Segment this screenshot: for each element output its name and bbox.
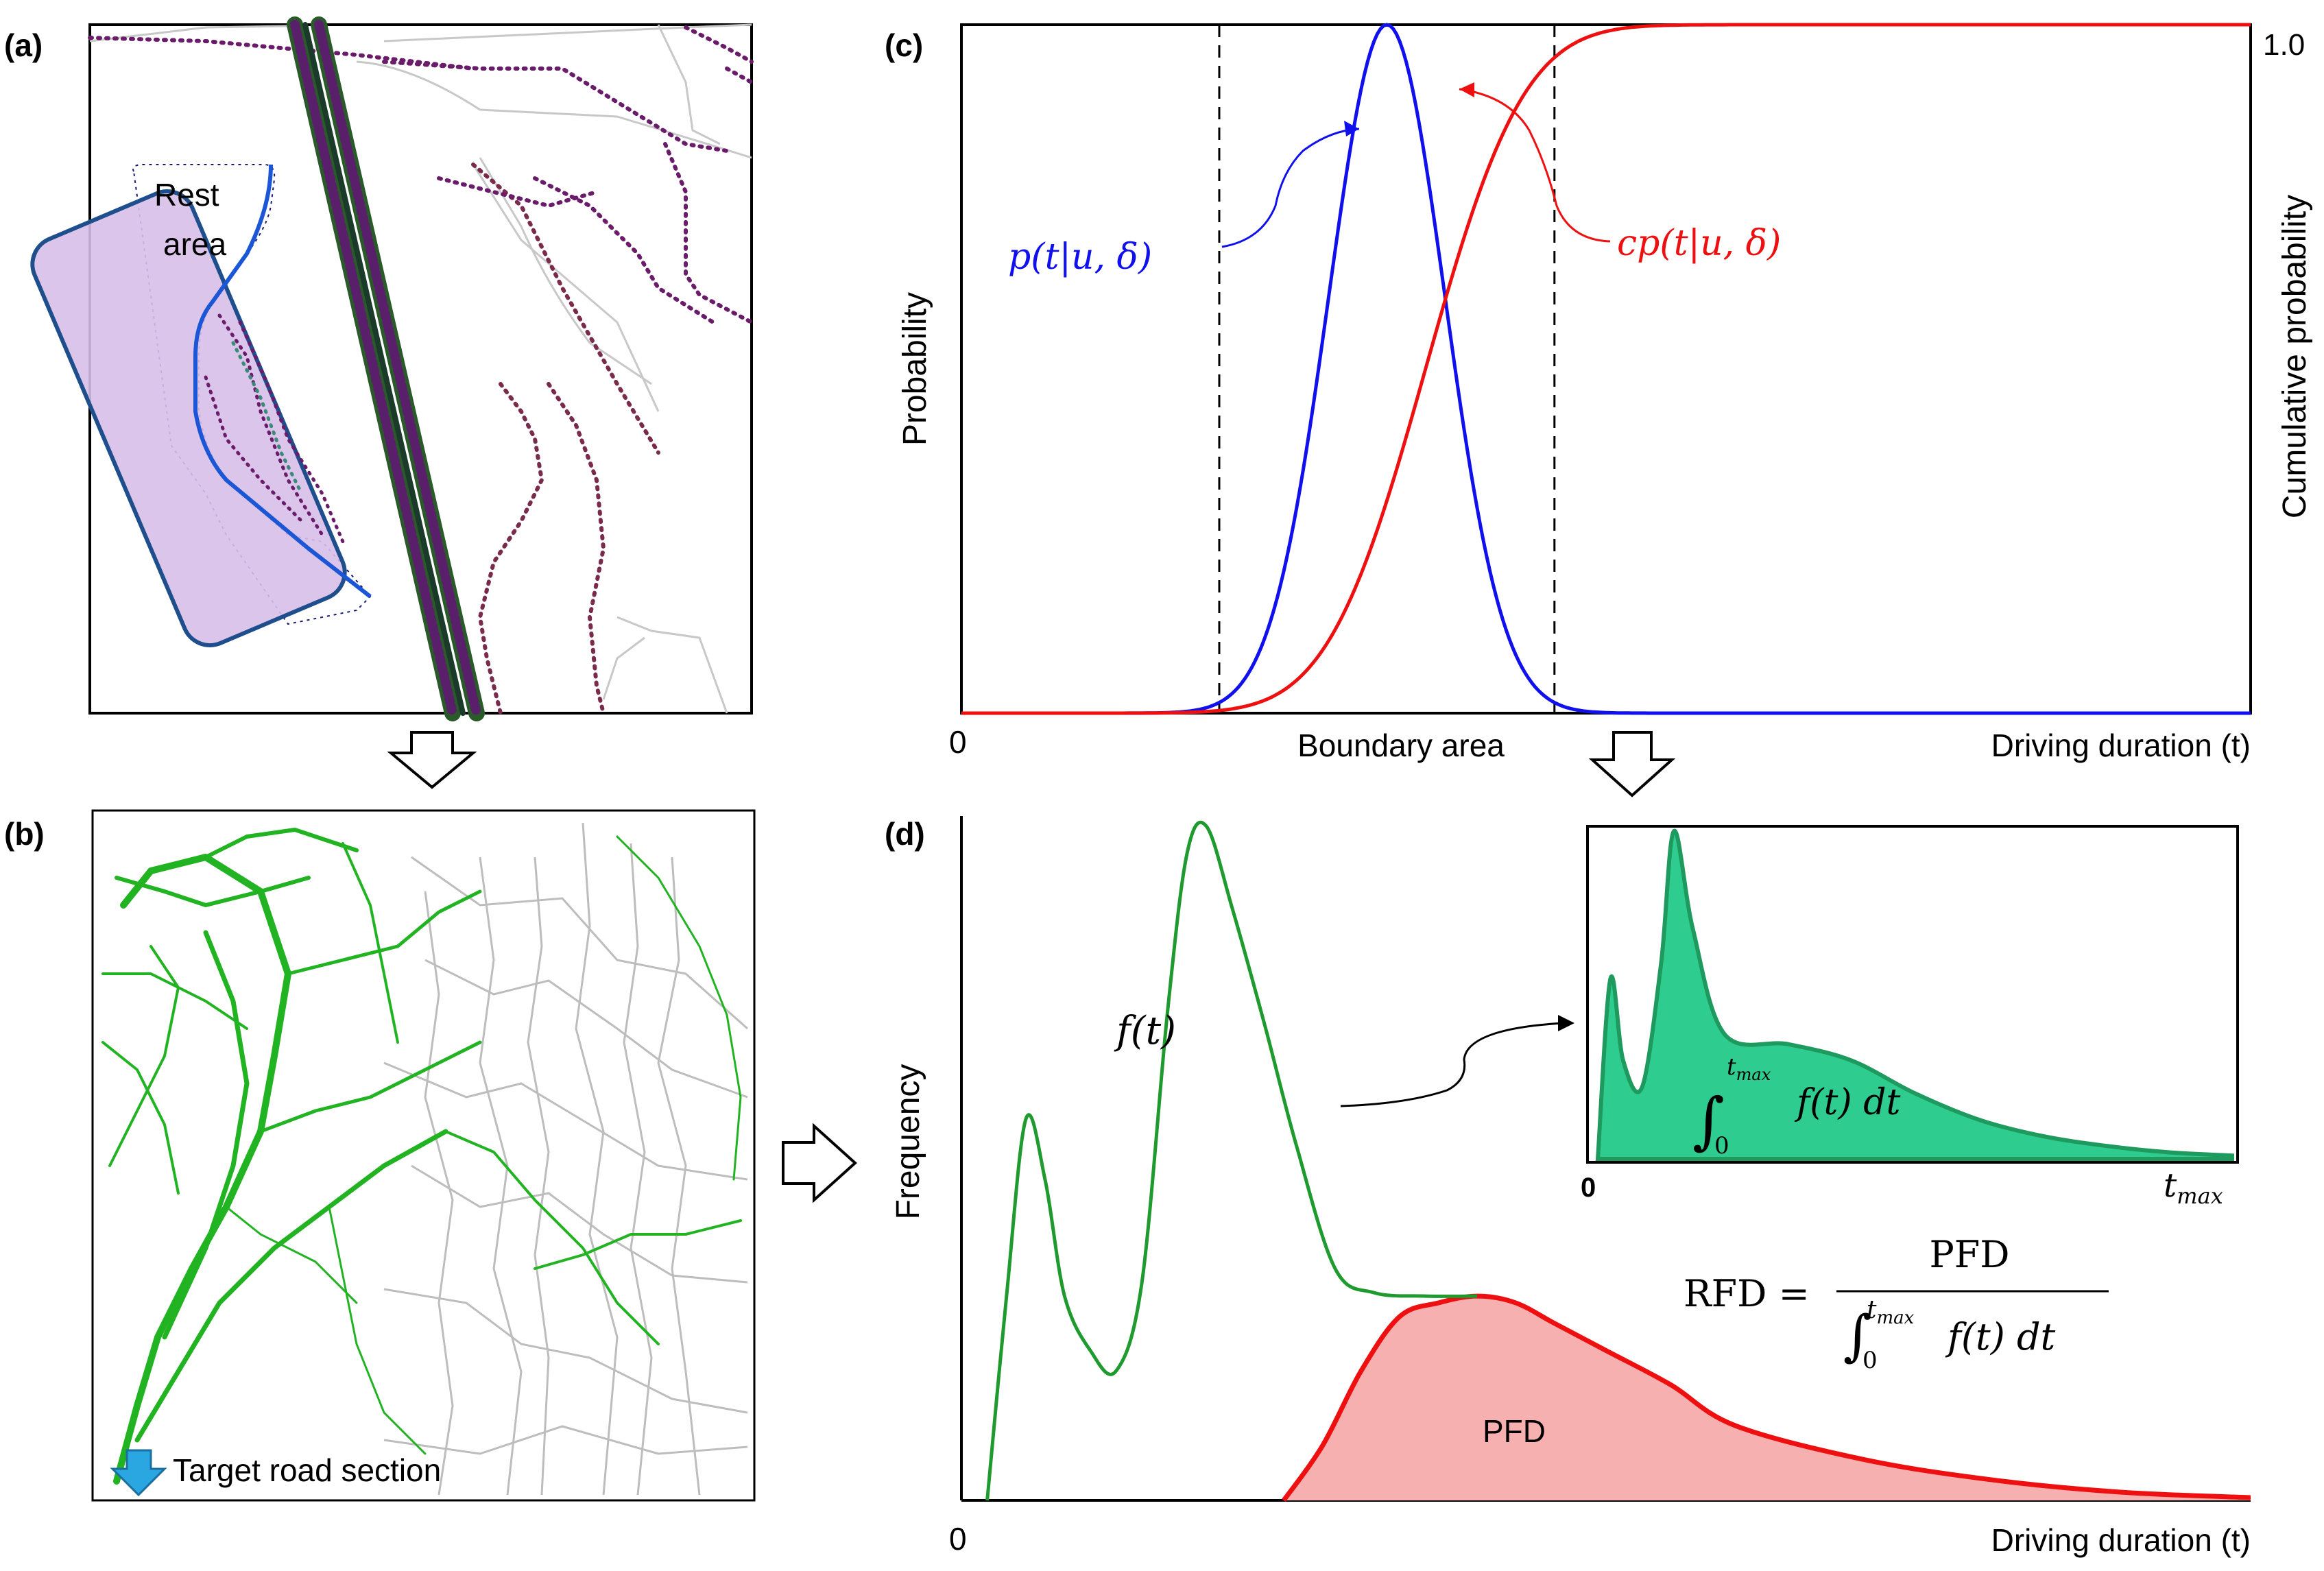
rfd-integral-lower: 0 — [1862, 1347, 1878, 1374]
cdf-label: cp(t|u, δ) — [1617, 223, 1781, 264]
panel-b: (b) — [4, 809, 756, 1502]
c-y-right-top-tick: 1.0 — [2263, 28, 2305, 62]
panel-a: (a) — [4, 16, 754, 721]
c-y-right-label: Cumulative probability — [2277, 195, 2313, 518]
inset-tmax: tmax — [2164, 1166, 2223, 1209]
f-label: f(t) — [1114, 1009, 1176, 1053]
inset-integral-upper-sub: max — [1736, 1065, 1771, 1084]
inset-tmax-t: t — [2164, 1166, 2177, 1205]
panel-d-label: (d) — [885, 816, 925, 852]
f-series-line — [985, 820, 1478, 1501]
map-b-road-network-gray — [383, 822, 748, 1496]
arrow-a-to-b-icon — [387, 731, 477, 789]
rfd-formula: RFD = PFD ∫ 0 tmax f(t) dt — [1684, 1233, 2109, 1374]
map-b-frame — [91, 809, 756, 1502]
inset-area — [1595, 828, 2234, 1161]
inset-tmax-sub: max — [2177, 1183, 2223, 1209]
rest-area-outline: Rest area — [30, 164, 372, 647]
map-a-gps-trails — [88, 25, 754, 715]
rfd-numerator: PFD — [1929, 1233, 2009, 1276]
inset-origin: 0 — [1581, 1173, 1596, 1203]
inset-connector-arrowhead-icon — [1558, 1015, 1574, 1031]
cdf-annotation-connector — [1459, 88, 1611, 243]
inset-integral-lower: 0 — [1714, 1132, 1729, 1160]
rfd-denominator-expression: f(t) dt — [1945, 1315, 2056, 1358]
d-x-origin: 0 — [949, 1521, 967, 1557]
rfd-integral-upper-sub: max — [1876, 1308, 1914, 1328]
rest-area-label-line1: Rest — [154, 177, 219, 213]
c-x-origin: 0 — [949, 724, 967, 760]
rfd-lhs: RFD = — [1684, 1272, 1810, 1315]
rfd-integral-upper-t: t — [1867, 1296, 1877, 1324]
c-y-left-label: Probability — [897, 292, 933, 446]
arrow-b-to-d-icon — [782, 1123, 857, 1203]
rest-area-label-line2: area — [163, 226, 226, 262]
inset-integral-upper-t: t — [1727, 1053, 1736, 1081]
boundary-area-label: Boundary area — [1297, 728, 1505, 763]
pfd-label: PFD — [1483, 1413, 1546, 1449]
rfd-integral-sign: ∫ — [1843, 1304, 1872, 1367]
d-x-axis-label: Driving duration (t) — [1991, 1522, 2251, 1558]
inset-integral-sign: ∫ — [1692, 1085, 1725, 1157]
arrow-c-to-d-icon — [1588, 731, 1676, 798]
map-a-background-roads — [89, 23, 752, 714]
panel-a-label: (a) — [4, 27, 43, 63]
series-pdf-line — [961, 23, 2251, 715]
rfd-integral-upper: tmax — [1867, 1296, 1915, 1328]
cdf-annotation-arrowhead-icon — [1459, 82, 1474, 97]
target-road-label: Target road section — [173, 1452, 441, 1488]
inset-integral-expression: f(t) dt — [1794, 1082, 1901, 1123]
panel-c: (c) p(t|u, δ) cp(t|u, δ) 0 Boundary area… — [885, 23, 2313, 763]
inset-connector — [1340, 1022, 1564, 1107]
panel-b-label: (b) — [4, 816, 45, 852]
d-y-axis-label: Frequency — [890, 1064, 926, 1220]
inset-chart: 0 tmax ∫ 0 tmax f(t) dt — [1581, 825, 2239, 1209]
pdf-label: p(t|u, δ) — [1008, 237, 1152, 278]
series-cdf-line — [961, 23, 2251, 715]
pfd-line — [1282, 1293, 2251, 1502]
target-road-arrow-icon — [110, 1449, 167, 1497]
map-a-main-road-bundle — [287, 16, 485, 721]
panel-d: (d) f(t) PFD 0 Driving duration (t) Freq… — [885, 816, 2251, 1558]
pdf-annotation-arrowhead-icon — [1344, 121, 1359, 136]
pdf-annotation-connector — [1221, 128, 1360, 248]
chart-c-frame — [960, 23, 2252, 715]
map-b-road-network-green — [101, 828, 742, 1485]
pfd-area — [1284, 1296, 2251, 1500]
c-x-axis-label: Driving duration (t) — [1991, 728, 2251, 763]
panel-c-label: (c) — [885, 27, 923, 63]
inset-integral-upper: tmax — [1727, 1053, 1771, 1084]
